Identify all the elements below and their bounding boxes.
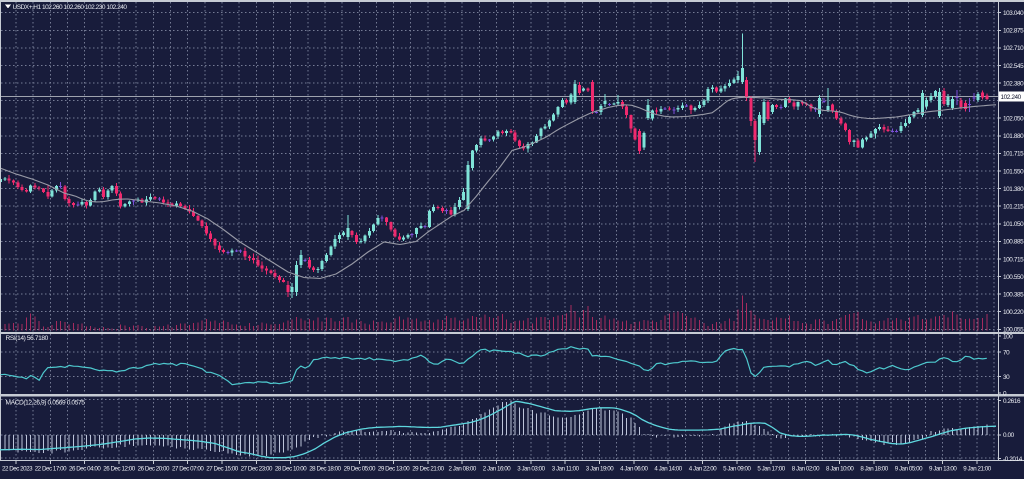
svg-text:102.875: 102.875 [1003, 28, 1024, 35]
svg-text:102.710: 102.710 [1003, 45, 1024, 52]
svg-text:8 Jan 18:00: 8 Jan 18:00 [860, 465, 888, 472]
svg-text:100.885: 100.885 [1003, 239, 1024, 246]
svg-text:4 Jan 14:00: 4 Jan 14:00 [654, 465, 682, 472]
svg-text:8 Jan 10:00: 8 Jan 10:00 [826, 465, 854, 472]
svg-text:9 Jan 05:00: 9 Jan 05:00 [895, 465, 923, 472]
svg-text:MACD(12,26,9) 0.0569 0.0575: MACD(12,26,9) 0.0569 0.0575 [6, 400, 86, 407]
svg-text:3 Jan 19:00: 3 Jan 19:00 [586, 465, 614, 472]
svg-text:3 Jan 03:00: 3 Jan 03:00 [517, 465, 545, 472]
svg-text:28 Dec 10:00: 28 Dec 10:00 [275, 465, 307, 472]
svg-text:102.545: 102.545 [1003, 63, 1024, 70]
svg-text:29 Dec 21:00: 29 Dec 21:00 [412, 465, 444, 472]
svg-text:22 Dec 2023: 22 Dec 2023 [2, 465, 33, 472]
svg-text:27 Dec 07:00: 27 Dec 07:00 [172, 465, 204, 472]
svg-text:0.00: 0.00 [1003, 432, 1015, 439]
svg-text:70: 70 [1003, 349, 1010, 356]
svg-text:102.380: 102.380 [1003, 80, 1024, 87]
svg-text:101.880: 101.880 [1003, 133, 1024, 140]
svg-text:102.050: 102.050 [1003, 116, 1024, 123]
svg-text:100.220: 100.220 [1003, 309, 1024, 316]
svg-text:0.2616: 0.2616 [1003, 398, 1021, 405]
svg-text:100.055: 100.055 [1003, 327, 1024, 334]
svg-text:2 Jan 16:00: 2 Jan 16:00 [483, 465, 511, 472]
svg-text:100.550: 100.550 [1003, 274, 1024, 281]
svg-text:4 Jan 22:00: 4 Jan 22:00 [689, 465, 717, 472]
svg-text:102.240: 102.240 [1001, 94, 1022, 101]
svg-text:100: 100 [1003, 333, 1013, 340]
svg-text:9 Jan 13:00: 9 Jan 13:00 [929, 465, 957, 472]
svg-text:101.380: 101.380 [1003, 186, 1024, 193]
svg-text:0: 0 [1003, 390, 1007, 397]
svg-text:8 Jan 02:00: 8 Jan 02:00 [792, 465, 820, 472]
svg-text:29 Dec 13:00: 29 Dec 13:00 [378, 465, 410, 472]
svg-text:26 Dec 12:00: 26 Dec 12:00 [103, 465, 135, 472]
svg-text:2 Jan 08:00: 2 Jan 08:00 [449, 465, 477, 472]
svg-text:3 Jan 11:00: 3 Jan 11:00 [552, 465, 580, 472]
svg-text:USDX+,H1 102.260 102.260 102.2: USDX+,H1 102.260 102.260 102.230 102.240 [13, 4, 128, 11]
svg-text:101.550: 101.550 [1003, 168, 1024, 175]
svg-text:RSI(14) 56.7180: RSI(14) 56.7180 [6, 335, 49, 342]
svg-text:29 Dec 05:00: 29 Dec 05:00 [344, 465, 376, 472]
svg-text:9 Jan 21:00: 9 Jan 21:00 [963, 465, 991, 472]
svg-text:26 Dec 04:00: 26 Dec 04:00 [69, 465, 101, 472]
svg-text:100.385: 100.385 [1003, 291, 1024, 298]
svg-text:5 Jan 17:00: 5 Jan 17:00 [757, 465, 785, 472]
svg-text:101.215: 101.215 [1003, 204, 1024, 211]
svg-text:100.715: 100.715 [1003, 256, 1024, 263]
svg-text:103.040: 103.040 [1003, 10, 1024, 17]
svg-text:101.715: 101.715 [1003, 151, 1024, 158]
svg-text:27 Dec 15:00: 27 Dec 15:00 [206, 465, 238, 472]
svg-text:30: 30 [1003, 374, 1010, 381]
svg-text:26 Dec 20:00: 26 Dec 20:00 [138, 465, 170, 472]
svg-text:28 Dec 18:00: 28 Dec 18:00 [309, 465, 341, 472]
svg-text:5 Jan 09:00: 5 Jan 09:00 [723, 465, 751, 472]
svg-text:101.050: 101.050 [1003, 221, 1024, 228]
svg-text:-0.2014: -0.2014 [1003, 456, 1023, 463]
svg-text:27 Dec 23:00: 27 Dec 23:00 [241, 465, 273, 472]
svg-text:22 Dec 17:00: 22 Dec 17:00 [35, 465, 67, 472]
svg-text:4 Jan 06:00: 4 Jan 06:00 [620, 465, 648, 472]
